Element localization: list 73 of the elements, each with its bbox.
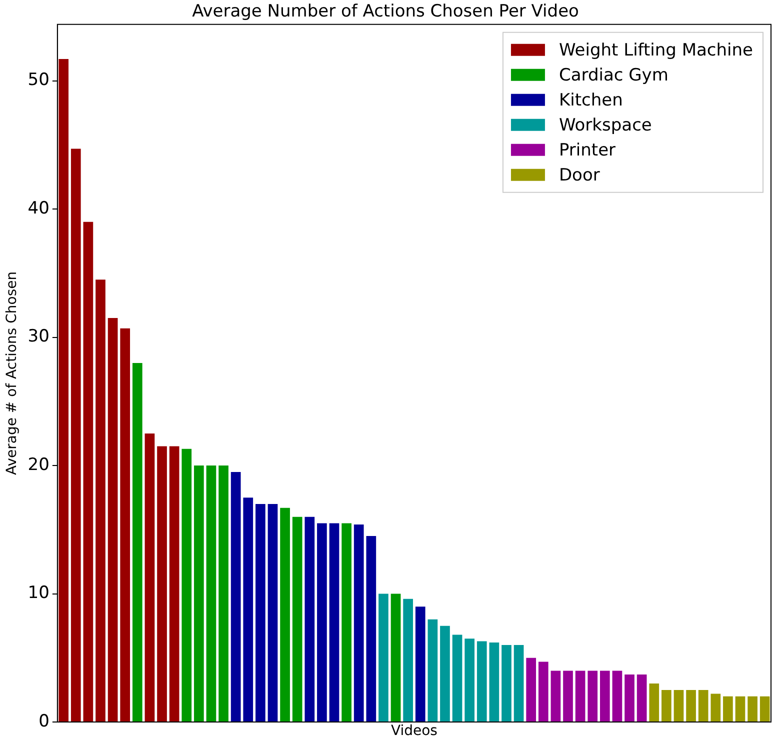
bar — [206, 466, 216, 722]
legend-label: Workspace — [558, 115, 652, 136]
bar — [649, 684, 660, 722]
bar — [230, 472, 241, 722]
bar — [342, 523, 352, 722]
bar — [157, 446, 167, 722]
bar — [464, 638, 474, 722]
bar — [182, 448, 192, 722]
bar — [218, 466, 228, 722]
bar — [723, 696, 733, 722]
legend-label: Weight Lifting Machine — [558, 40, 753, 60]
bar — [108, 318, 118, 722]
legend-label: Door — [558, 165, 600, 186]
y-tick-label: 0 — [38, 711, 50, 732]
bar — [390, 594, 401, 722]
bar — [476, 641, 487, 722]
bar — [83, 222, 94, 722]
bar — [575, 670, 586, 722]
bar — [760, 696, 770, 722]
bar — [636, 674, 647, 722]
bar — [748, 696, 758, 722]
bar — [378, 594, 388, 722]
y-tick-label: 10 — [28, 583, 50, 604]
legend-label: Printer — [558, 140, 616, 160]
bar — [710, 694, 721, 722]
bar — [169, 446, 180, 722]
bar — [550, 670, 561, 722]
bar — [526, 658, 536, 722]
bar — [600, 670, 610, 722]
y-tick-label: 40 — [28, 198, 50, 218]
bar — [698, 690, 708, 722]
bar — [403, 598, 413, 722]
bar — [132, 362, 142, 722]
y-tick-label: 50 — [28, 70, 50, 90]
bar — [502, 645, 512, 722]
bar — [120, 328, 130, 722]
legend-label: Kitchen — [558, 90, 623, 110]
bar — [514, 645, 524, 722]
bar — [329, 523, 340, 722]
bar — [268, 504, 278, 722]
bar — [735, 696, 746, 722]
bar — [686, 690, 696, 722]
bar — [415, 606, 426, 722]
bar — [538, 662, 548, 722]
bar — [354, 524, 364, 722]
bar — [317, 523, 327, 722]
bar — [194, 466, 204, 722]
bar — [624, 674, 634, 722]
bar — [674, 690, 684, 722]
bar — [366, 536, 376, 722]
bar — [256, 504, 266, 722]
bar — [452, 634, 462, 722]
bar — [612, 670, 622, 722]
bar — [280, 508, 290, 722]
bar — [428, 619, 438, 722]
bar — [662, 690, 672, 722]
legend-label: Cardiac Gym — [558, 65, 668, 86]
bar — [144, 433, 155, 722]
bar — [70, 148, 81, 722]
bar — [243, 498, 254, 722]
x-axis-title: Videos — [390, 723, 438, 740]
bar — [292, 516, 302, 722]
y-axis-title: Average # of Actions Chosen — [4, 271, 20, 476]
bar — [588, 670, 598, 722]
y-tick-label: 20 — [28, 454, 50, 475]
bar — [563, 670, 573, 722]
y-tick-label: 30 — [28, 326, 50, 347]
bar — [489, 642, 500, 722]
chart-title: Average Number of Actions Chosen Per Video — [192, 2, 579, 22]
bar — [96, 280, 106, 722]
bar — [58, 59, 69, 722]
bar — [304, 516, 315, 722]
bar — [440, 626, 450, 722]
